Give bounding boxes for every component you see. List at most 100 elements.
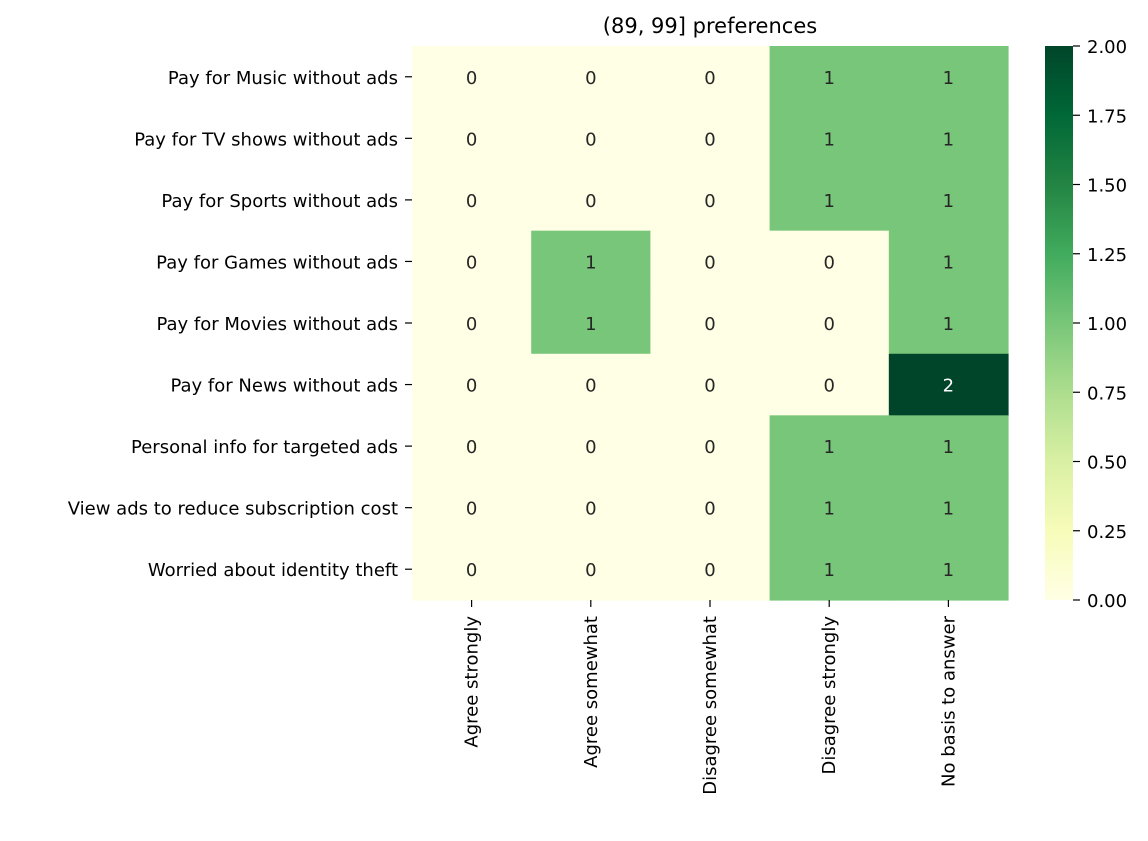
heatmap-cell — [650, 169, 771, 232]
cell-value-label: 0 — [704, 560, 715, 581]
heatmap-cell — [412, 107, 532, 170]
colorbar-gradient — [1045, 46, 1073, 600]
cell-value-label: 0 — [704, 376, 715, 397]
cell-value-label: 0 — [585, 560, 596, 581]
heatmap-cell — [412, 292, 532, 355]
heatmap-cell — [769, 46, 890, 109]
cell-value-label: 1 — [823, 191, 834, 212]
heatmap-cell — [650, 538, 771, 601]
cell-value-label: 1 — [943, 191, 954, 212]
cell-value-label: 0 — [704, 499, 715, 520]
heatmap-cell — [888, 169, 1009, 232]
colorbar-tick-label: 0.50 — [1087, 453, 1127, 474]
cell-value-label: 0 — [466, 376, 477, 397]
cell-value-label: 0 — [823, 376, 834, 397]
row-axis: Pay for Music without ads Pay for TV show… — [68, 68, 412, 581]
heatmap-cells — [412, 46, 1009, 601]
cell-value-label: 1 — [943, 437, 954, 458]
column-axis: Agree strongly Agree somewhat Disagree som… — [462, 600, 959, 795]
heatmap-cell — [531, 538, 651, 601]
heatmap-cell — [531, 415, 651, 478]
colorbar-tick-label: 0.00 — [1087, 591, 1127, 612]
column-tick-label: Agree somewhat — [581, 616, 602, 768]
cell-value-label: 0 — [704, 191, 715, 212]
chart-title: (89, 99] preferences — [603, 14, 817, 38]
heatmap-cell-labels: 0 0 0 1 1 0 0 0 1 1 0 0 0 1 1 0 1 0 0 1 0 1 0 0 1 0 0 0 0 2 0 0 0 1 1 0 0 0 1 1… — [466, 68, 954, 581]
colorbar-tick-label: 0.75 — [1087, 383, 1127, 404]
heatmap-cell — [531, 169, 651, 232]
heatmap-cell — [650, 46, 771, 109]
heatmap-cell — [531, 353, 651, 416]
heatmap-cell — [650, 476, 771, 540]
heatmap-cell — [412, 415, 532, 478]
cell-value-label: 1 — [585, 314, 596, 335]
cell-value-label: 0 — [585, 68, 596, 89]
heatmap-cell — [888, 230, 1009, 293]
cell-value-label: 0 — [704, 314, 715, 335]
heatmap-cell — [650, 230, 771, 293]
heatmap-cell — [650, 292, 771, 355]
column-tick-label: Disagree somewhat — [700, 616, 721, 795]
cell-value-label: 1 — [943, 129, 954, 150]
cell-value-label: 0 — [823, 314, 834, 335]
colorbar-tick-label: 1.50 — [1087, 176, 1127, 197]
heatmap-cell — [888, 476, 1009, 540]
heatmap-cell — [531, 476, 651, 540]
cell-value-label: 1 — [943, 252, 954, 273]
heatmap-cell — [888, 46, 1009, 109]
heatmap-cell — [650, 353, 771, 416]
cell-value-label: 1 — [823, 560, 834, 581]
cell-value-label: 0 — [704, 129, 715, 150]
heatmap-cell — [769, 353, 890, 416]
heatmap-cell — [888, 415, 1009, 478]
row-tick-label: Pay for TV shows without ads — [134, 129, 398, 150]
column-tick-label: Agree strongly — [462, 616, 483, 748]
heatmap-cell — [650, 415, 771, 478]
row-tick-label: Pay for Movies without ads — [156, 314, 398, 335]
heatmap-cell — [769, 230, 890, 293]
heatmap-cell — [531, 292, 651, 355]
row-tick-label: Pay for Music without ads — [168, 68, 398, 89]
heatmap-cell — [412, 46, 532, 109]
heatmap-cell — [769, 476, 890, 540]
row-tick-label: Pay for Games without ads — [156, 252, 398, 273]
heatmap-cell — [412, 169, 532, 232]
cell-value-label: 0 — [704, 68, 715, 89]
heatmap-cell — [769, 415, 890, 478]
cell-value-label: 0 — [704, 252, 715, 273]
cell-value-label: 0 — [466, 437, 477, 458]
row-tick-label: Personal info for targeted ads — [131, 437, 398, 458]
cell-value-label: 1 — [823, 437, 834, 458]
column-tick-label: No basis to answer — [938, 615, 959, 787]
cell-value-label: 1 — [943, 314, 954, 335]
cell-value-label: 0 — [823, 252, 834, 273]
cell-value-label: 0 — [585, 437, 596, 458]
heatmap-cell — [531, 230, 651, 293]
colorbar-tick-label: 0.25 — [1087, 522, 1127, 543]
heatmap-cell — [888, 353, 1009, 416]
colorbar-tick-label: 1.00 — [1087, 314, 1127, 335]
heatmap-cell — [888, 538, 1009, 601]
colorbar: 0.00 0.25 0.50 0.75 1.00 1.25 1.50 1.75 2.00 — [1045, 37, 1127, 612]
cell-value-label: 0 — [466, 499, 477, 520]
cell-value-label: 0 — [466, 560, 477, 581]
row-tick-label: Pay for Sports without ads — [161, 191, 398, 212]
cell-value-label: 1 — [823, 129, 834, 150]
cell-value-label: 0 — [585, 191, 596, 212]
colorbar-tick-label: 1.25 — [1087, 245, 1127, 266]
cell-value-label: 2 — [943, 376, 954, 397]
cell-value-label: 0 — [585, 376, 596, 397]
cell-value-label: 1 — [585, 252, 596, 273]
heatmap-cell — [650, 107, 771, 170]
column-tick-label: Disagree strongly — [819, 616, 840, 775]
row-tick-label: Worried about identity theft — [148, 560, 398, 581]
heatmap-cell — [412, 230, 532, 293]
heatmap-cell — [769, 107, 890, 170]
cell-value-label: 0 — [466, 252, 477, 273]
row-tick-label: Pay for News without ads — [170, 376, 398, 397]
cell-value-label: 0 — [585, 129, 596, 150]
cell-value-label: 0 — [704, 437, 715, 458]
cell-value-label: 1 — [823, 68, 834, 89]
cell-value-label: 1 — [823, 499, 834, 520]
